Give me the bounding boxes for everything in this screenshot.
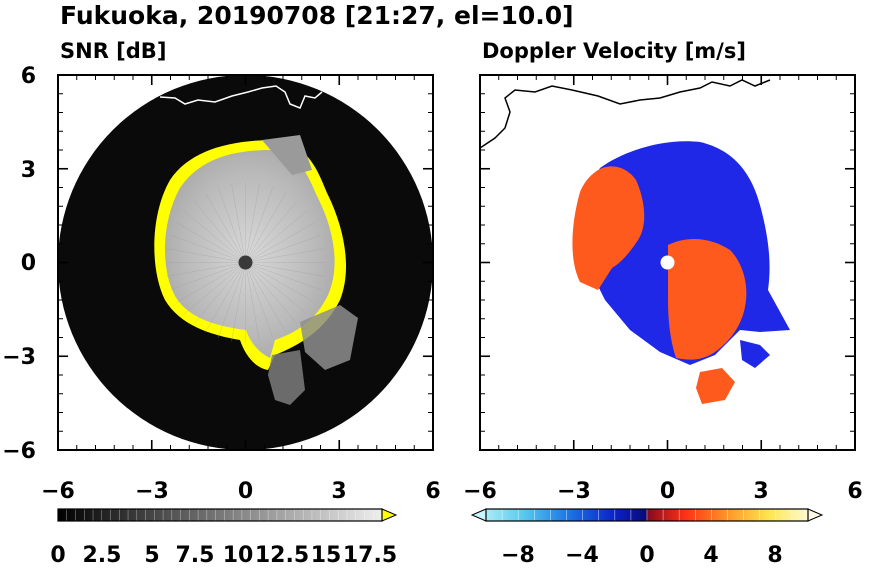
velocity-colorbar-frame (485, 508, 809, 522)
snr-beam-line (176, 262, 246, 303)
snr-beam-line (245, 262, 298, 324)
snr-xtick-label: −6 (41, 479, 75, 504)
snr-beam-line (245, 262, 307, 315)
snr-beam-line (245, 262, 260, 342)
snr-beam-line (231, 262, 246, 342)
snr-beam-line (245, 262, 286, 332)
snr-ytick-label: 6 (21, 64, 36, 89)
velocity-plot-area (480, 79, 790, 404)
velocity-xtick-label: −3 (557, 479, 591, 504)
snr-beam-line (245, 210, 307, 263)
snr-beam-line (245, 201, 298, 263)
snr-beam-line (245, 187, 274, 263)
snr-axis-labels: −6 −3 0 3 6 6 3 0 −3 −6 (2, 64, 440, 504)
snr-beam-line (245, 262, 274, 338)
snr-colorbar-ramp (58, 509, 382, 521)
velocity-radar-site-marker (660, 255, 675, 270)
snr-ytick-label: 0 (21, 251, 36, 276)
snr-coastline (159, 85, 323, 109)
velocity-colorbar: −8 −4 0 4 8 (470, 508, 824, 568)
snr-ytick-label: −6 (2, 439, 36, 464)
snr-beam-line (245, 262, 325, 277)
snr-beam-line (245, 234, 321, 263)
velocity-tick-marks (479, 74, 856, 451)
snr-beam-line (205, 262, 246, 332)
snr-panel: SNR [dB] −6 −3 0 3 6 6 (2, 39, 440, 568)
velocity-panel: Doppler Velocity [m/s] −6 −3 0 3 6 (463, 39, 863, 568)
snr-radial-beams (165, 182, 326, 343)
velocity-approaching-region (740, 340, 770, 368)
velocity-xtick-label: 0 (660, 479, 675, 504)
snr-echo-plume (268, 350, 305, 405)
snr-beam-line (231, 183, 246, 263)
velocity-colorbar-extend-max (807, 508, 824, 522)
snr-radar-site-marker (238, 255, 253, 270)
snr-echo-region (164, 150, 335, 358)
snr-beam-line (170, 234, 246, 263)
snr-echo-plume (300, 305, 358, 370)
velocity-receding-region (668, 238, 747, 360)
snr-beam-line (193, 201, 246, 263)
velocity-coastline (480, 79, 771, 149)
velocity-panel-title: Doppler Velocity [m/s] (482, 39, 746, 63)
snr-beam-line (245, 262, 315, 303)
velocity-colorbar-label: 4 (703, 543, 718, 568)
snr-beam-line (184, 262, 246, 315)
snr-beam-line (217, 262, 246, 338)
snr-xtick-label: 3 (331, 479, 346, 504)
snr-beam-line (170, 262, 246, 291)
snr-echo-plume (262, 135, 312, 175)
snr-colorbar-frame (57, 508, 383, 522)
velocity-xtick-label: 3 (753, 479, 768, 504)
velocity-receding-region (696, 368, 735, 404)
snr-beam-line (193, 262, 246, 324)
velocity-colorbar-label: −4 (565, 543, 599, 568)
snr-beam-line (245, 193, 286, 263)
velocity-receding-region (572, 166, 645, 290)
velocity-colorbar-label: 8 (767, 543, 782, 568)
snr-tick-marks (57, 74, 434, 451)
snr-beam-line (245, 183, 260, 263)
snr-colorbar-label: 2.5 (83, 543, 122, 568)
snr-beam-line (176, 222, 246, 263)
velocity-colorbar-label: 0 (639, 543, 654, 568)
snr-ytick-label: −3 (2, 345, 36, 370)
snr-beam-line (245, 248, 325, 263)
velocity-xtick-label: −6 (463, 479, 497, 504)
snr-beam-line (245, 262, 321, 291)
snr-beam-line (184, 210, 246, 263)
velocity-axis-labels: −6 −3 0 3 6 (463, 479, 863, 504)
snr-colorbar-label: 17.5 (343, 543, 397, 568)
snr-beam-line (217, 187, 246, 263)
snr-beam-line (166, 248, 246, 263)
snr-panel-title: SNR [dB] (60, 39, 166, 63)
snr-xtick-label: 0 (238, 479, 253, 504)
snr-xtick-label: 6 (425, 479, 440, 504)
snr-xtick-label: −3 (135, 479, 169, 504)
snr-colorbar-label: 0 (50, 543, 65, 568)
snr-colorbar-label: 10 (223, 543, 254, 568)
snr-colorbar-label: 5 (144, 543, 159, 568)
snr-colorbar-label: 7.5 (176, 543, 215, 568)
snr-ytick-label: 3 (21, 158, 36, 183)
snr-plot-area (58, 75, 433, 450)
velocity-colorbar-label: −8 (501, 543, 535, 568)
figure-title: Fukuoka, 20190708 [21:27, el=10.0] (60, 1, 574, 30)
snr-beam-line (205, 193, 246, 263)
velocity-colorbar-extend-min (470, 508, 487, 522)
velocity-xtick-label: 6 (847, 479, 862, 504)
snr-colorbar-label: 12.5 (255, 543, 309, 568)
snr-beam-line (166, 262, 246, 277)
snr-colorbar-extend-max (381, 508, 398, 522)
snr-colorbar: 0 2.5 5 7.5 10 12.5 15 17.5 (50, 508, 398, 568)
snr-colorbar-label: 15 (311, 543, 342, 568)
snr-beam-line (245, 222, 315, 263)
